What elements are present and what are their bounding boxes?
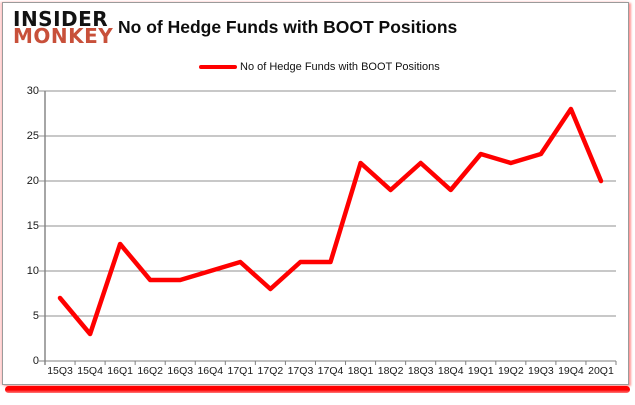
x-axis-tick-label: 18Q2 (377, 365, 404, 377)
logo-monkey: MONKEY (13, 24, 114, 48)
x-axis-tick-label: 17Q2 (257, 365, 284, 377)
logo-insider: INSIDER (13, 7, 109, 31)
chart-window: INSIDER MONKEY No of Hedge Funds with BO… (2, 2, 629, 385)
chart-legend: No of Hedge Funds with BOOT Positions (199, 60, 440, 74)
legend-line-swatch (199, 65, 237, 69)
x-axis-tick-label: 19Q4 (558, 365, 584, 377)
x-axis-tick-label: 15Q3 (47, 365, 73, 377)
x-axis-tick-label: 19Q2 (497, 365, 524, 377)
y-axis-labels: 0 5 10 15 20 25 30 (3, 85, 39, 367)
series-line (57, 106, 604, 337)
line-chart-canvas (39, 90, 617, 365)
y-axis-tick-label: 5 (32, 309, 39, 322)
x-axis-tick-label: 19Q3 (528, 365, 554, 377)
y-axis-tick-label: 25 (26, 129, 39, 142)
x-axis-tick-label: 16Q3 (167, 365, 194, 377)
x-axis-tick-label: 17Q3 (287, 365, 314, 377)
page-title: No of Hedge Funds with BOOT Positions (118, 17, 458, 37)
plot-area (39, 90, 617, 365)
y-axis-tick-label: 20 (26, 174, 39, 187)
x-axis-tick-label: 18Q3 (407, 365, 434, 377)
x-axis-tick-label: 16Q2 (137, 365, 164, 377)
x-axis-tick-label: 16Q1 (107, 365, 133, 377)
x-axis-tick-label: 18Q4 (437, 365, 464, 377)
x-axis-tick-label: 18Q1 (347, 365, 374, 377)
accent-bar (5, 386, 630, 393)
x-axis-tick-label: 19Q1 (467, 365, 494, 377)
x-axis-tick-label: 16Q4 (197, 365, 224, 377)
x-axis-tick-label: 20Q1 (588, 365, 614, 377)
y-axis-tick-label: 30 (26, 84, 39, 97)
y-axis-tick-label: 15 (26, 219, 39, 232)
x-axis-tick-label: 15Q4 (77, 365, 103, 377)
x-axis-tick-label: 17Q1 (227, 365, 254, 377)
x-axis-tick-label: 17Q4 (317, 365, 344, 377)
y-axis-tick-label: 10 (26, 264, 39, 277)
x-axis-labels: 15Q3 15Q4 16Q1 16Q2 16Q3 16Q4 17Q1 17Q2 17Q3 17Q4… (45, 365, 616, 380)
y-axis-tick-label: 0 (32, 354, 39, 367)
legend-label: No of Hedge Funds with BOOT Positions (240, 61, 440, 73)
insider-monkey-logo: INSIDER MONKEY (13, 9, 113, 46)
